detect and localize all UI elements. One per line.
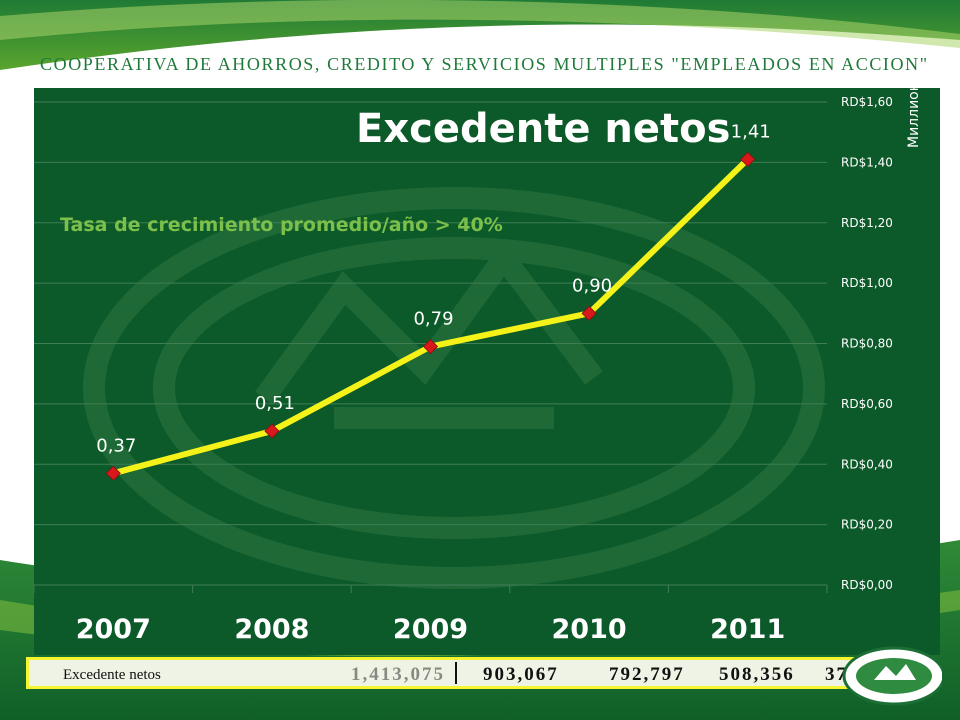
- y-tick-label: RD$1,40: [841, 155, 893, 169]
- table-value-2010: 903,067: [483, 664, 559, 685]
- data-point-marker: [581, 305, 597, 321]
- data-point-marker: [740, 151, 756, 167]
- data-point-marker: [422, 338, 439, 355]
- x-tick-label: 2008: [234, 614, 309, 645]
- line-chart: RD$0,00 RD$0,20 RD$0,40 RD$0,60 RD$0,80 RD$1,…: [34, 95, 893, 645]
- data-label: 1,41: [731, 121, 771, 142]
- data-label: 0,90: [572, 275, 612, 296]
- data-label: 0,79: [413, 309, 453, 330]
- data-point-marker: [264, 423, 280, 439]
- x-tick-label: 2009: [393, 614, 468, 645]
- data-label: 0,51: [255, 393, 295, 414]
- chart-title: Excedente netos: [356, 106, 731, 152]
- y-tick-label: RD$0,00: [841, 578, 893, 592]
- coopemac-logo: [842, 646, 942, 706]
- y-tick-label: RD$0,60: [841, 397, 893, 411]
- y-tick-label: RD$1,60: [841, 95, 893, 109]
- organization-header: COOPERATIVA DE AHORROS, CREDITO Y SERVIC…: [40, 54, 929, 74]
- table-row-label: Excedente netos: [63, 667, 161, 683]
- y-tick-label: RD$1,00: [841, 276, 893, 290]
- table-value-2011: 1,413,075: [351, 664, 445, 685]
- chart-panel: RD$0,00 RD$0,20 RD$0,40 RD$0,60 RD$0,80 RD$1,…: [34, 88, 940, 655]
- values-table-strip: Excedente netos 1,413,075 903,067 792,79…: [26, 657, 934, 689]
- table-value-2008: 508,356: [719, 664, 795, 685]
- table-divider: [455, 662, 457, 684]
- x-tick-label: 2007: [76, 614, 151, 645]
- data-point-marker: [105, 465, 121, 481]
- y-tick-label: RD$0,80: [841, 337, 893, 351]
- chart-subtitle: Tasa de crecimiento promedio/año > 40%: [60, 214, 503, 236]
- x-tick-label: 2011: [710, 614, 785, 645]
- y-tick-label: RD$0,40: [841, 457, 893, 471]
- y-axis-unit-label: Миллионы: [906, 88, 922, 148]
- x-tick-label: 2010: [552, 614, 627, 645]
- table-value-2009: 792,797: [609, 664, 685, 685]
- y-tick-label: RD$0,20: [841, 518, 893, 532]
- data-label: 0,37: [96, 435, 136, 456]
- y-tick-label: RD$1,20: [841, 216, 893, 230]
